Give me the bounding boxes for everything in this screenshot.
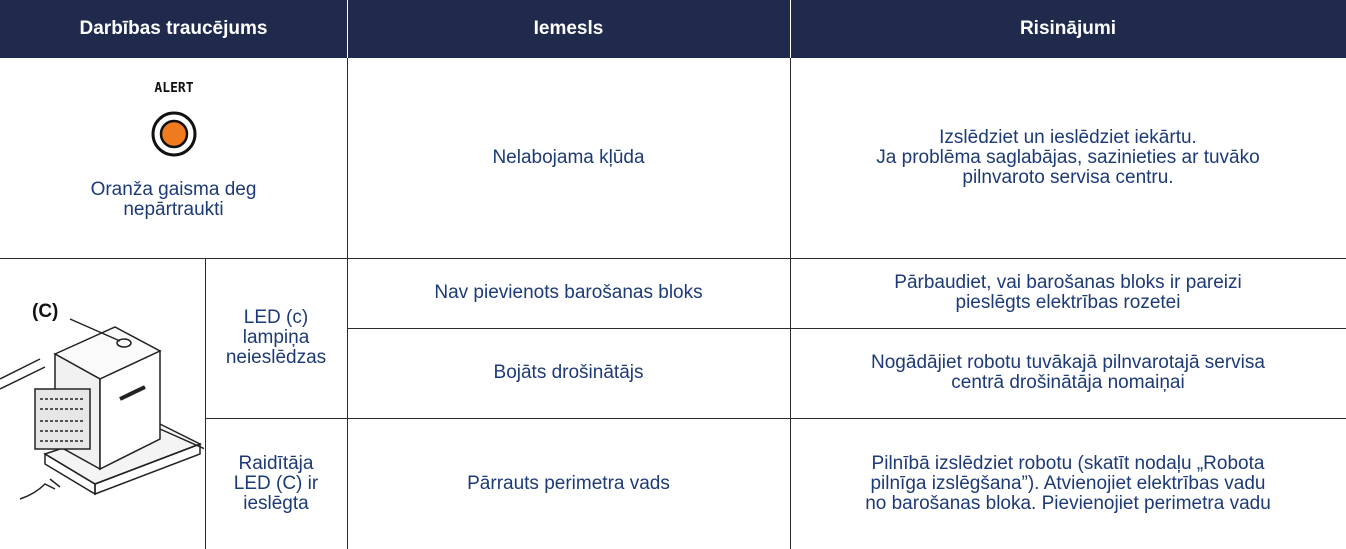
header-cell: Iemesls	[347, 0, 790, 58]
problem-cell: LED (c) lampiņa neieslēdzas	[225, 307, 327, 368]
problem-cell: Oranža gaisma deg nepārtraukti	[90, 179, 257, 220]
cell-border	[790, 58, 791, 549]
cell-border	[205, 418, 1346, 419]
alert-indicator: ALERT	[151, 81, 197, 157]
cell-border	[0, 258, 1346, 259]
cause-cell: Nelabojama kļūda	[492, 147, 645, 168]
device-illustration: (C)	[0, 301, 204, 500]
header-cell: Risinājumi	[790, 0, 1346, 58]
alert-label: ALERT	[154, 81, 193, 96]
header-divider	[790, 0, 791, 58]
cell-border	[205, 258, 206, 549]
solution-cell: Pilnībā izslēdziet robotu (skatīt nodaļu…	[865, 452, 1271, 514]
problem-cell: Raidītāja LED (C) ir ieslēgta	[233, 452, 319, 514]
cell-border	[347, 58, 348, 549]
cause-cell: Nav pievienots barošanas bloks	[434, 282, 703, 303]
header-cell: Darbības traucējums	[0, 0, 347, 58]
cause-cell: Bojāts drošinātājs	[493, 362, 644, 383]
solution-cell: Pārbaudiet, vai barošanas bloks ir parei…	[894, 272, 1242, 313]
solution-cell: Nogādājiet robotu tuvākajā pilnvarotajā …	[871, 352, 1265, 393]
cause-cell: Pārrauts perimetra vads	[467, 472, 670, 494]
header-divider	[347, 0, 348, 58]
solution-cell: Izslēdziet un ieslēdziet iekārtu. Ja pro…	[876, 127, 1260, 188]
image-label: (C)	[32, 301, 58, 322]
cell-border	[347, 328, 1346, 329]
